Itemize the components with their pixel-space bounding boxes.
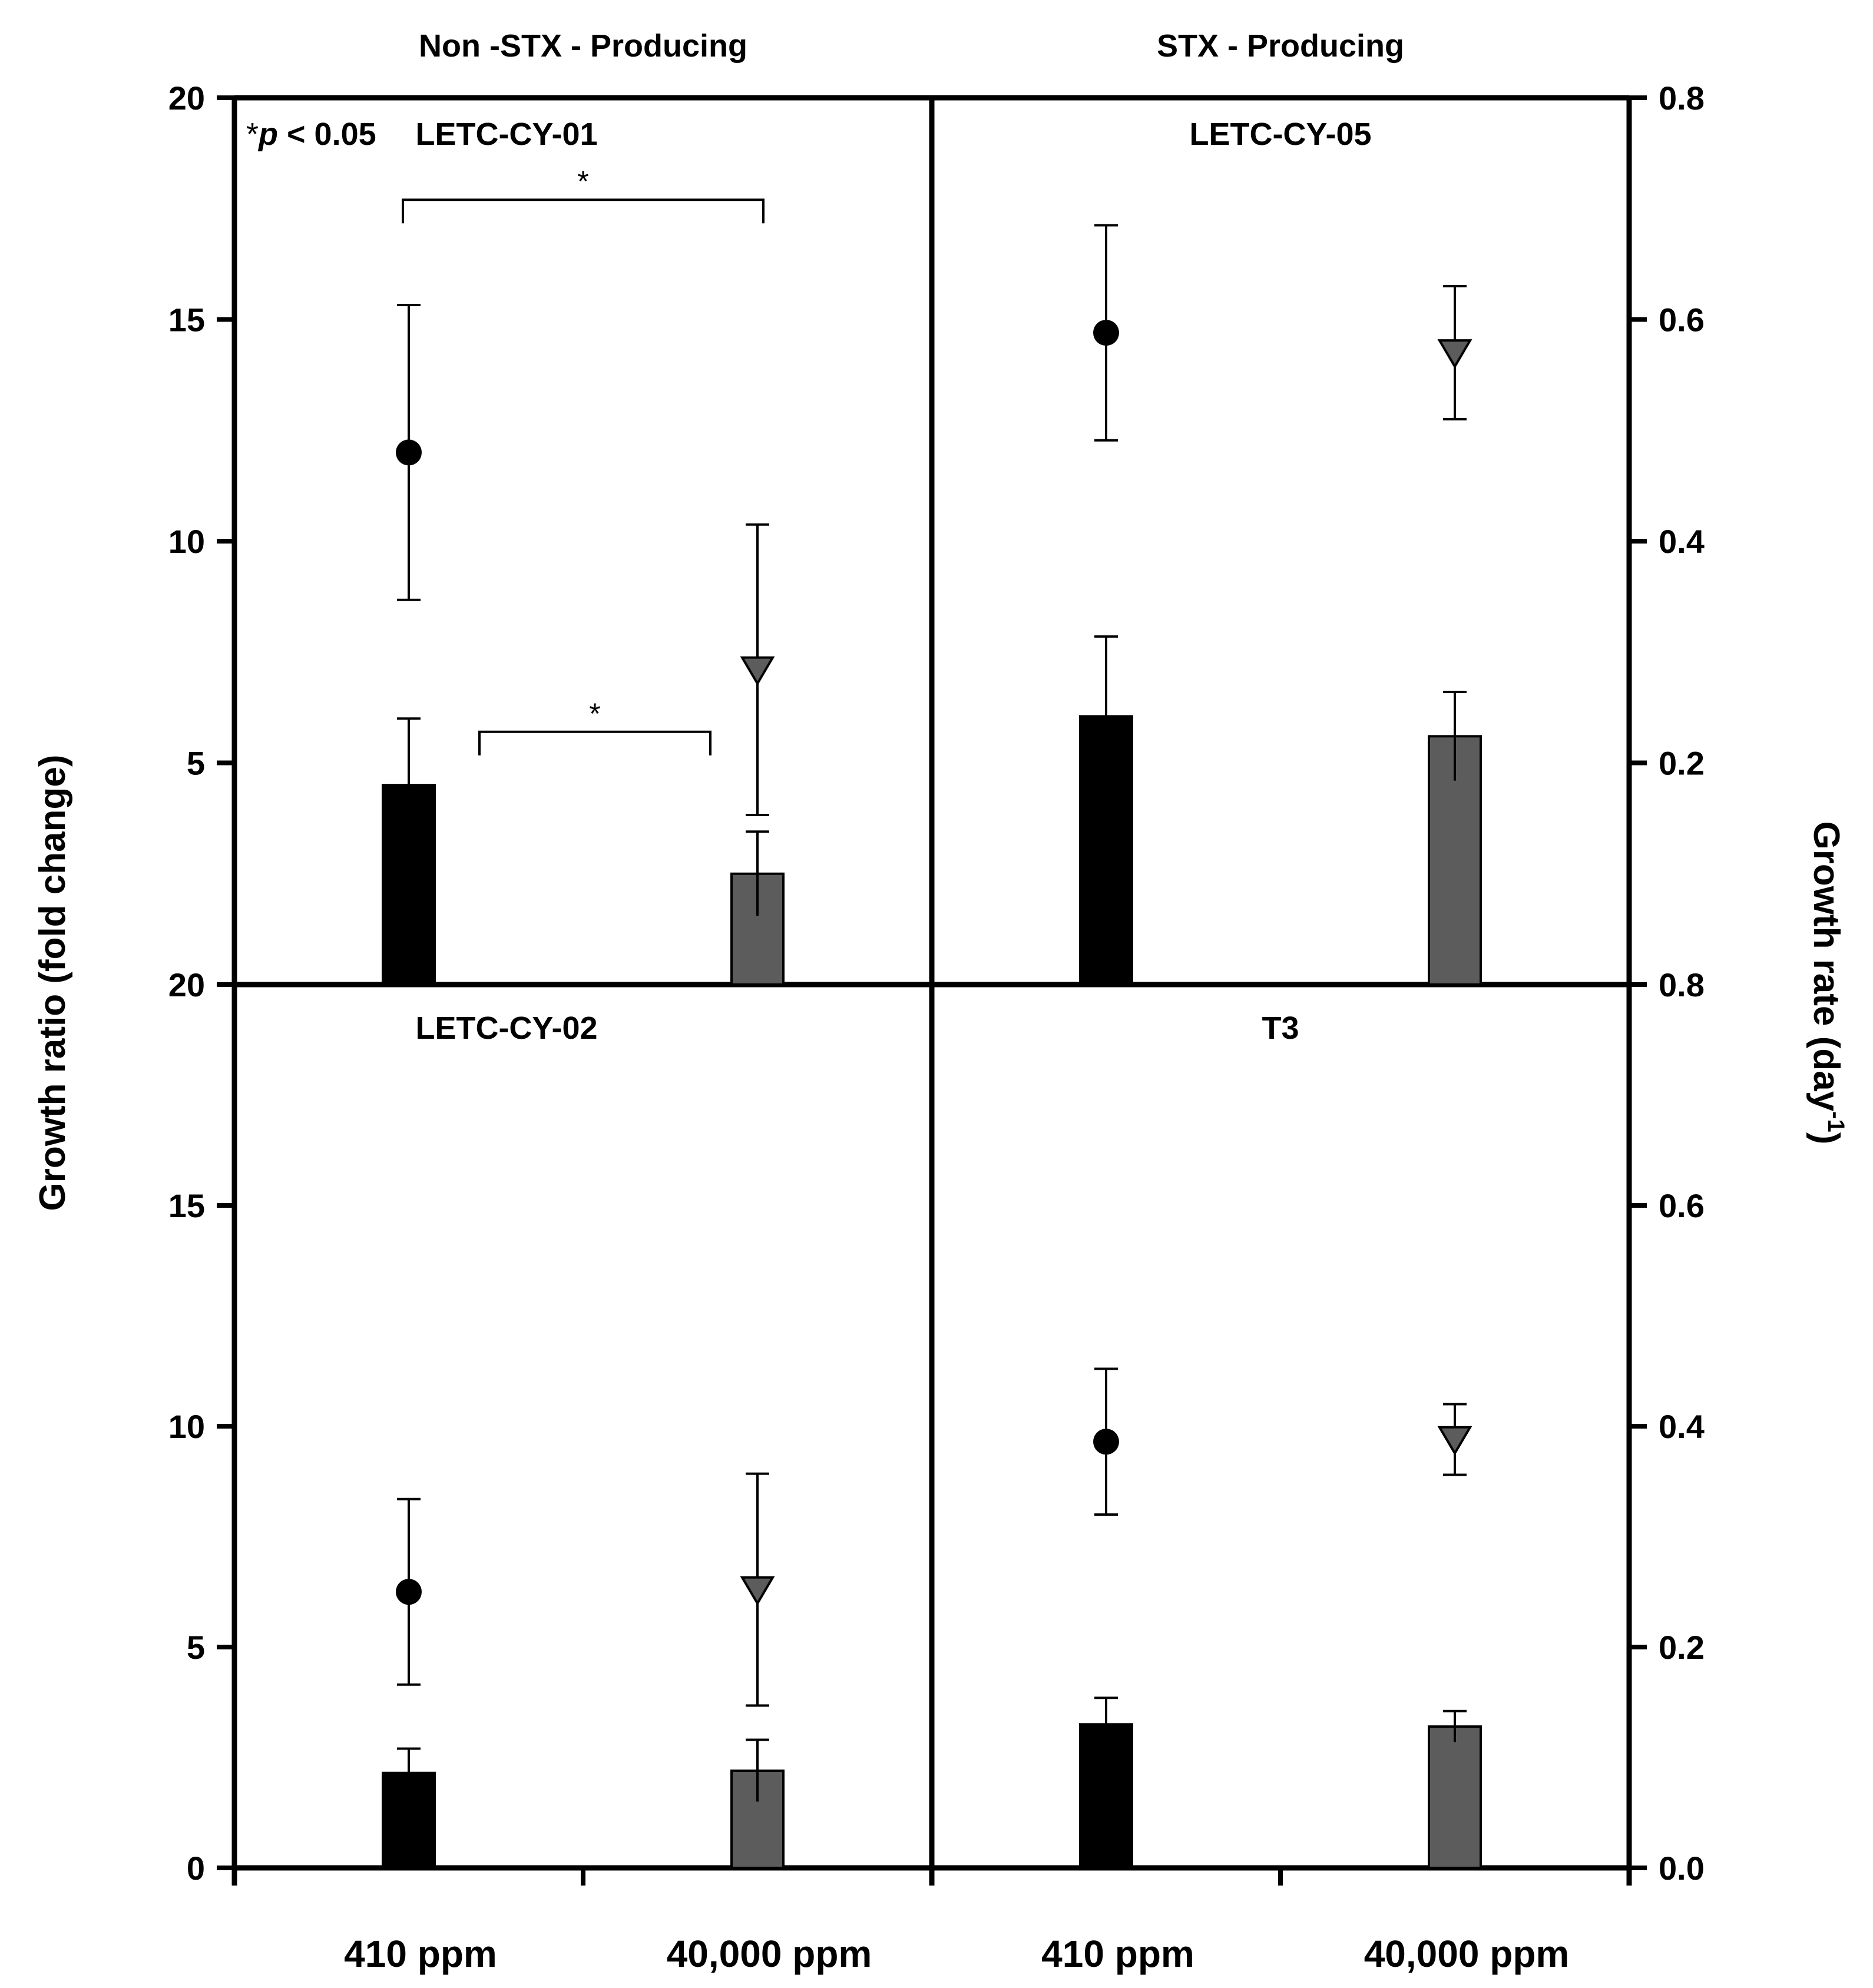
point-triangle [1437, 339, 1472, 369]
bar [1428, 1725, 1482, 1869]
y-left-tick-label: 20 [168, 966, 205, 1003]
y-left-tick-label: 10 [168, 523, 205, 560]
y-axis-left-title: Growth ratio (fold change) [32, 755, 73, 1211]
x-category-label: 40,000 ppm [667, 1933, 872, 1975]
point-circle [1093, 1429, 1119, 1455]
panel-label: LETC-CY-01 [415, 117, 597, 152]
y-right-tick-label: 0.2 [1659, 745, 1705, 782]
y-right-tick-label: 0.4 [1659, 523, 1705, 560]
y-left-tick-label: 10 [168, 1408, 205, 1445]
panel-T3: T3 [1079, 1010, 1482, 1869]
y-left-tick-label: 15 [168, 1187, 205, 1224]
panel-label: LETC-CY-02 [415, 1010, 597, 1046]
y-left-tick-label: 5 [187, 1629, 205, 1666]
x-category-label: 410 ppm [1041, 1933, 1194, 1975]
y-left-tick-label: 5 [187, 745, 205, 782]
panel-LETC-CY-01: LETC-CY-01 * * [382, 117, 785, 986]
point-triangle [740, 1576, 775, 1606]
x-category-label: 410 ppm [344, 1933, 497, 1975]
y-axis-right-title: Growth rate (day-1) [1806, 821, 1849, 1145]
y-left-tick-label: 20 [168, 79, 205, 117]
y-right-tick-label: 0.2 [1659, 1629, 1705, 1666]
significance-bracket [478, 730, 712, 756]
y-right-tick-label: 0.8 [1659, 966, 1705, 1003]
significance-bracket [402, 198, 765, 224]
y-right-tick-label: 0.0 [1659, 1850, 1705, 1887]
y-right-tick-label: 0.4 [1659, 1408, 1705, 1445]
point-circle [396, 439, 422, 466]
panel-label: T3 [1262, 1010, 1299, 1046]
x-category-label: 40,000 ppm [1364, 1933, 1570, 1975]
y-right-tick-label: 0.8 [1659, 79, 1705, 117]
point-triangle [1437, 1426, 1472, 1456]
point-triangle [740, 656, 775, 686]
y-right-tick-label: 0.6 [1659, 1187, 1705, 1224]
significance-note: *p < 0.05 [246, 117, 376, 152]
group-header-non-stx: Non -STX - Producing [419, 28, 747, 64]
y-left-tick-label: 0 [187, 1850, 205, 1887]
significance-star: * [589, 697, 600, 730]
panel-LETC-CY-05: LETC-CY-05 [1079, 117, 1482, 986]
significance-star: * [577, 165, 588, 198]
bar [382, 1771, 436, 1869]
group-header-stx: STX - Producing [1157, 28, 1404, 64]
point-circle [1093, 320, 1119, 346]
y-right-tick-label: 0.6 [1659, 301, 1705, 339]
panel-LETC-CY-02: LETC-CY-02 [382, 1010, 785, 1869]
y-left-tick-label: 15 [168, 301, 205, 339]
panel-label: LETC-CY-05 [1189, 117, 1371, 152]
point-circle [396, 1579, 422, 1605]
